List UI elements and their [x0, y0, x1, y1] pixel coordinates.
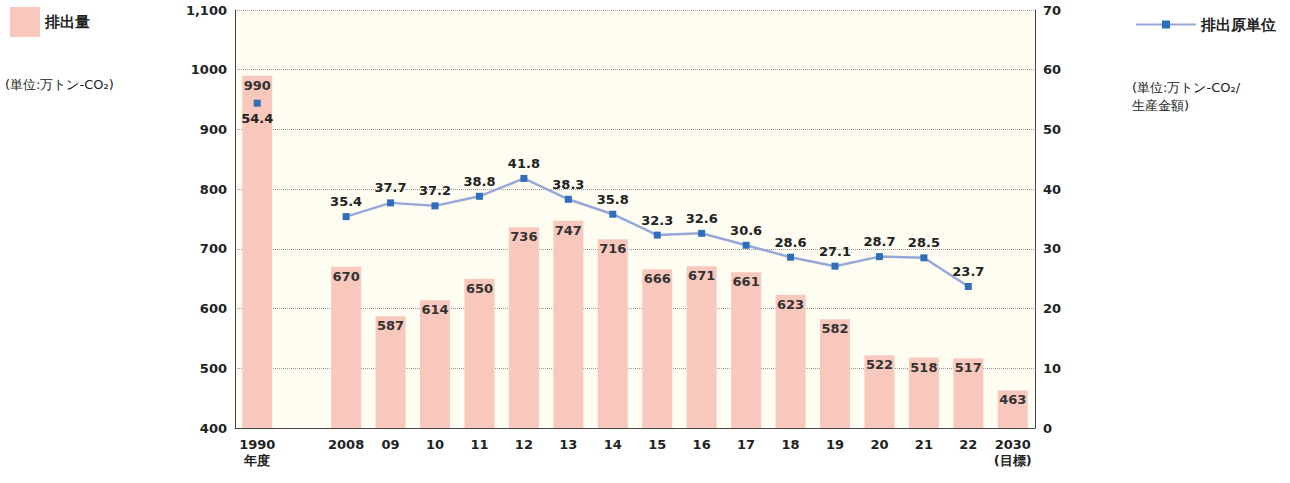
svg-text:400: 400 [200, 421, 227, 436]
svg-text:582: 582 [821, 321, 848, 336]
svg-text:517: 517 [955, 360, 982, 375]
svg-text:736: 736 [510, 229, 537, 244]
svg-text:30.6: 30.6 [730, 223, 762, 238]
svg-text:54.4: 54.4 [241, 111, 273, 126]
svg-text:666: 666 [644, 271, 671, 286]
svg-text:28.6: 28.6 [775, 235, 807, 250]
svg-text:(単位:万トン-CO₂): (単位:万トン-CO₂) [5, 77, 114, 92]
svg-text:27.1: 27.1 [819, 244, 851, 259]
svg-text:年度: 年度 [243, 453, 270, 468]
svg-text:22: 22 [959, 437, 977, 452]
svg-text:900: 900 [200, 122, 227, 137]
svg-text:1990: 1990 [239, 437, 275, 452]
svg-text:650: 650 [466, 281, 493, 296]
svg-text:990: 990 [244, 78, 271, 93]
svg-text:671: 671 [688, 268, 715, 283]
svg-text:41.8: 41.8 [508, 156, 540, 171]
svg-text:50: 50 [1043, 122, 1061, 137]
svg-text:37.2: 37.2 [419, 183, 451, 198]
svg-text:747: 747 [555, 223, 582, 238]
svg-text:463: 463 [999, 392, 1026, 407]
svg-text:14: 14 [604, 437, 622, 452]
svg-text:600: 600 [200, 301, 227, 316]
svg-text:35.8: 35.8 [597, 192, 629, 207]
svg-text:38.8: 38.8 [463, 174, 495, 189]
svg-text:522: 522 [866, 357, 893, 372]
svg-text:28.5: 28.5 [908, 235, 940, 250]
svg-text:排出原単位: 排出原単位 [1200, 16, 1276, 34]
svg-text:09: 09 [382, 437, 400, 452]
svg-text:614: 614 [421, 302, 448, 317]
svg-text:35.4: 35.4 [330, 194, 362, 209]
svg-text:700: 700 [200, 241, 227, 256]
svg-text:37.7: 37.7 [375, 180, 407, 195]
svg-text:0: 0 [1043, 421, 1052, 436]
svg-text:661: 661 [733, 274, 760, 289]
svg-text:40: 40 [1043, 182, 1061, 197]
svg-text:500: 500 [200, 361, 227, 376]
svg-text:32.3: 32.3 [641, 213, 673, 228]
svg-text:2030: 2030 [995, 437, 1031, 452]
svg-text:670: 670 [333, 269, 360, 284]
svg-text:716: 716 [599, 241, 626, 256]
svg-text:800: 800 [200, 182, 227, 197]
svg-text:23.7: 23.7 [952, 264, 984, 279]
svg-text:1000: 1000 [191, 62, 227, 77]
svg-text:70: 70 [1043, 3, 1061, 18]
svg-text:12: 12 [515, 437, 533, 452]
svg-text:排出量: 排出量 [44, 13, 90, 31]
svg-text:32.6: 32.6 [686, 211, 718, 226]
svg-text:16: 16 [693, 437, 711, 452]
svg-text:19: 19 [826, 437, 844, 452]
svg-text:28.7: 28.7 [863, 234, 895, 249]
svg-text:(単位:万トン-CO₂/: (単位:万トン-CO₂/ [1132, 80, 1241, 95]
svg-text:20: 20 [1043, 301, 1061, 316]
svg-text:2008: 2008 [328, 437, 364, 452]
svg-text:1,100: 1,100 [186, 3, 227, 18]
svg-text:60: 60 [1043, 62, 1061, 77]
svg-text:11: 11 [470, 437, 488, 452]
svg-text:生産金額): 生産金額) [1132, 98, 1189, 113]
svg-text:20: 20 [870, 437, 888, 452]
svg-text:17: 17 [737, 437, 755, 452]
svg-text:38.3: 38.3 [552, 177, 584, 192]
svg-text:18: 18 [782, 437, 800, 452]
svg-text:15: 15 [648, 437, 666, 452]
svg-text:(目標): (目標) [994, 453, 1032, 468]
svg-text:21: 21 [915, 437, 933, 452]
svg-text:587: 587 [377, 318, 404, 333]
svg-text:518: 518 [910, 360, 937, 375]
svg-text:30: 30 [1043, 241, 1061, 256]
svg-text:10: 10 [1043, 361, 1061, 376]
svg-text:623: 623 [777, 297, 804, 312]
svg-text:10: 10 [426, 437, 444, 452]
svg-text:13: 13 [559, 437, 577, 452]
